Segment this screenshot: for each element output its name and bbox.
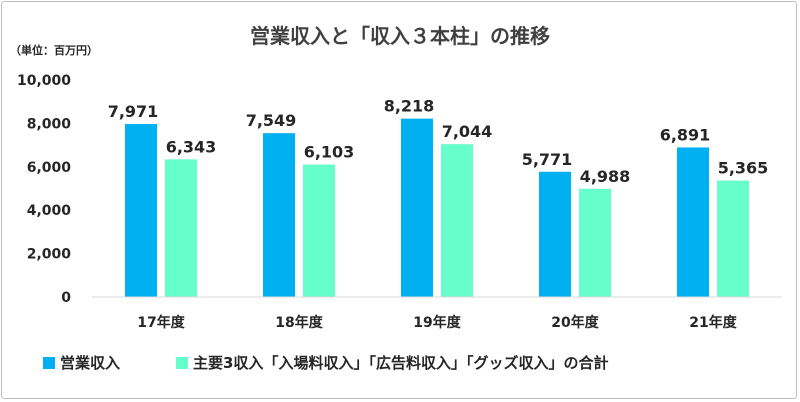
bars-group bbox=[125, 118, 749, 297]
y-tick-label: 2,000 bbox=[27, 247, 72, 263]
bar-main-three-revenue bbox=[165, 159, 197, 297]
legend-label: 主要3収入「入場料収入」「広告料収入」「グッズ収入」の合計 bbox=[193, 354, 608, 372]
x-tick-label: 21年度 bbox=[689, 314, 737, 331]
bar-main-three-revenue bbox=[303, 164, 335, 297]
data-label: 6,891 bbox=[660, 125, 711, 144]
y-tick-label: 10,000 bbox=[17, 73, 71, 89]
y-tick-label: 0 bbox=[61, 290, 71, 306]
data-labels-group: 7,971 6,343 7,549 6,103 8,218 7,044 5,771 4,988… bbox=[108, 97, 769, 186]
bar-operating-revenue bbox=[401, 118, 433, 297]
y-tick-label: 6,000 bbox=[27, 160, 72, 176]
data-label: 5,365 bbox=[718, 159, 769, 178]
x-tick-label: 17年度 bbox=[137, 314, 185, 331]
data-label: 6,103 bbox=[304, 143, 355, 162]
data-label: 6,343 bbox=[166, 137, 217, 156]
data-label: 7,549 bbox=[246, 111, 297, 130]
x-tick-label: 20年度 bbox=[551, 314, 599, 331]
x-tick-label: 19年度 bbox=[413, 314, 461, 331]
data-label: 7,971 bbox=[108, 102, 159, 121]
legend: 営業収入 主要3収入「入場料収入」「広告料収入」「グッズ収入」の合計 bbox=[43, 354, 608, 372]
y-axis: 0 2,000 4,000 6,000 8,000 10,000 bbox=[17, 73, 71, 306]
bar-main-three-revenue bbox=[717, 180, 749, 297]
bar-operating-revenue bbox=[125, 124, 157, 297]
x-axis: 17年度 18年度 19年度 20年度 21年度 bbox=[137, 314, 737, 331]
chart-title: 営業収入と「収入３本柱」の推移 bbox=[250, 24, 550, 48]
x-tick-label: 18年度 bbox=[275, 314, 323, 331]
y-tick-label: 4,000 bbox=[27, 203, 72, 219]
y-tick-label: 8,000 bbox=[27, 116, 72, 132]
bar-main-three-revenue bbox=[441, 144, 473, 297]
legend-swatch bbox=[176, 357, 188, 369]
bar-main-three-revenue bbox=[579, 188, 611, 297]
data-label: 4,988 bbox=[580, 167, 631, 186]
bar-operating-revenue bbox=[263, 133, 295, 297]
data-label: 8,218 bbox=[384, 97, 435, 116]
data-label: 7,044 bbox=[442, 122, 493, 141]
bar-operating-revenue bbox=[677, 147, 709, 297]
data-label: 5,771 bbox=[522, 150, 573, 169]
legend-label: 営業収入 bbox=[60, 354, 120, 372]
bar-operating-revenue bbox=[539, 171, 571, 297]
unit-label: （単位：百万円） bbox=[10, 43, 98, 57]
legend-swatch bbox=[43, 357, 55, 369]
